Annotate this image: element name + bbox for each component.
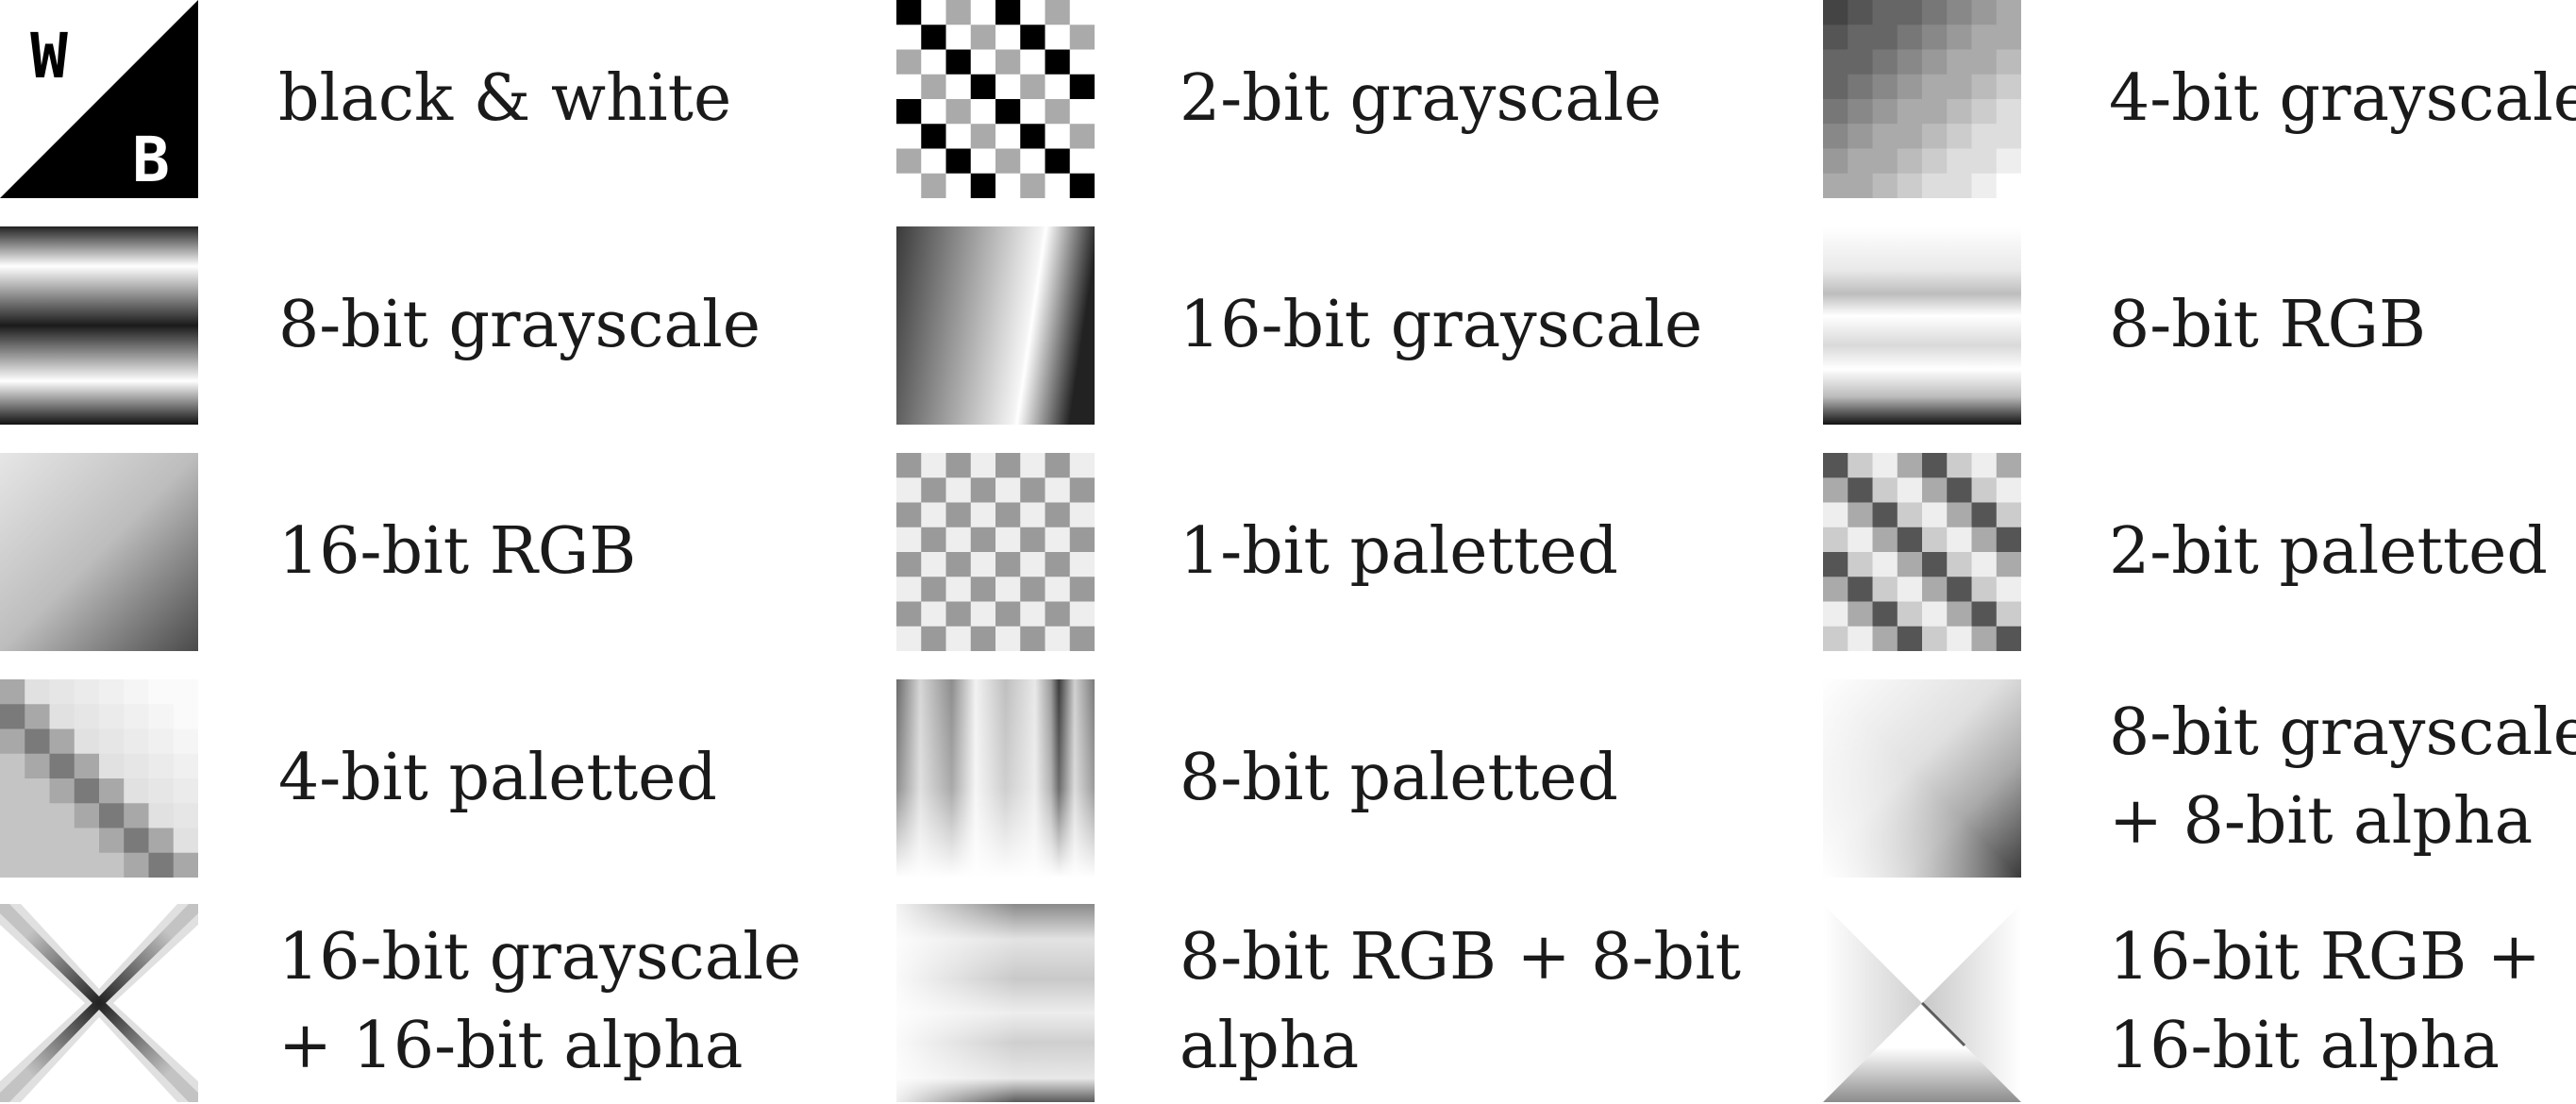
- 8bit-paletted-thumbnail: [896, 679, 1095, 878]
- label-line: black & white: [278, 61, 732, 136]
- swatch-label: 8-bit grayscale: [278, 281, 761, 370]
- swatch-label: 2-bit paletted: [2109, 508, 2548, 596]
- swatch-label: 16-bit grayscale: [1179, 281, 1702, 370]
- label-line: 8-bit RGB: [2109, 288, 2426, 362]
- label-line: 8-bit grayscale: [278, 288, 761, 362]
- 8bit-rgb-alpha-thumbnail: [896, 904, 1095, 1102]
- swatch-label: 4-bit grayscale: [2109, 55, 2576, 143]
- 4bit-grayscale-thumbnail: [1823, 0, 2021, 198]
- swatch-label: 16-bit grayscale + 16-bit alpha: [278, 913, 801, 1091]
- label-line: 8-bit RGB + 8-bit: [1179, 920, 1741, 995]
- 1bit-paletted-thumbnail: [896, 453, 1095, 651]
- swatch-label: 8-bit grayscale + 8-bit alpha: [2109, 689, 2576, 866]
- swatch-label: 2-bit grayscale: [1179, 55, 1662, 143]
- swatch-label: 16-bit RGB: [278, 508, 636, 596]
- label-line: 4-bit paletted: [278, 741, 717, 815]
- label-line: 16-bit RGB +: [2109, 920, 2541, 995]
- label-line: 16-bit alpha: [2109, 1009, 2500, 1083]
- 16bit-rgb-thumbnail: [0, 453, 198, 651]
- swatch-label: 16-bit RGB + 16-bit alpha: [2109, 913, 2541, 1091]
- label-line: 16-bit grayscale: [1179, 288, 1703, 362]
- label-line: 2-bit grayscale: [1179, 61, 1662, 136]
- swatch-label: 8-bit paletted: [1179, 734, 1618, 823]
- label-line: 16-bit RGB: [278, 514, 637, 589]
- 16bit-grayscale-alpha-thumbnail: [0, 904, 198, 1102]
- swatch-label: 4-bit paletted: [278, 734, 717, 823]
- swatch-label: 1-bit paletted: [1179, 508, 1618, 596]
- label-line: + 16-bit alpha: [278, 1009, 744, 1083]
- label-line: 16-bit grayscale: [278, 920, 802, 995]
- bw-b-letter: B: [132, 124, 170, 196]
- label-line: 8-bit grayscale: [2109, 695, 2576, 770]
- swatch-label: 8-bit RGB: [2109, 281, 2426, 370]
- label-line: alpha: [1179, 1009, 1360, 1083]
- 16bit-grayscale-thumbnail: [896, 226, 1095, 425]
- 8bit-grayscale-thumbnail: [0, 226, 198, 425]
- 8bit-grayscale-alpha-thumbnail: [1823, 679, 2021, 878]
- label-line: 1-bit paletted: [1179, 514, 1618, 589]
- 8bit-rgb-thumbnail: [1823, 226, 2021, 425]
- 2bit-paletted-thumbnail: [1823, 453, 2021, 651]
- label-line: 2-bit paletted: [2109, 514, 2548, 589]
- bw-thumbnail: W B: [0, 0, 198, 198]
- label-line: 4-bit grayscale: [2109, 61, 2576, 136]
- swatch-label: black & white: [278, 55, 731, 143]
- swatch-label: 8-bit RGB + 8-bit alpha: [1179, 913, 1741, 1091]
- label-line: + 8-bit alpha: [2109, 784, 2534, 859]
- 4bit-paletted-thumbnail: [0, 679, 198, 878]
- bw-w-letter: W: [30, 20, 68, 92]
- label-line: 8-bit paletted: [1179, 741, 1618, 815]
- 16bit-rgb-alpha-thumbnail: [1823, 904, 2021, 1102]
- 2bit-grayscale-thumbnail: [896, 0, 1095, 198]
